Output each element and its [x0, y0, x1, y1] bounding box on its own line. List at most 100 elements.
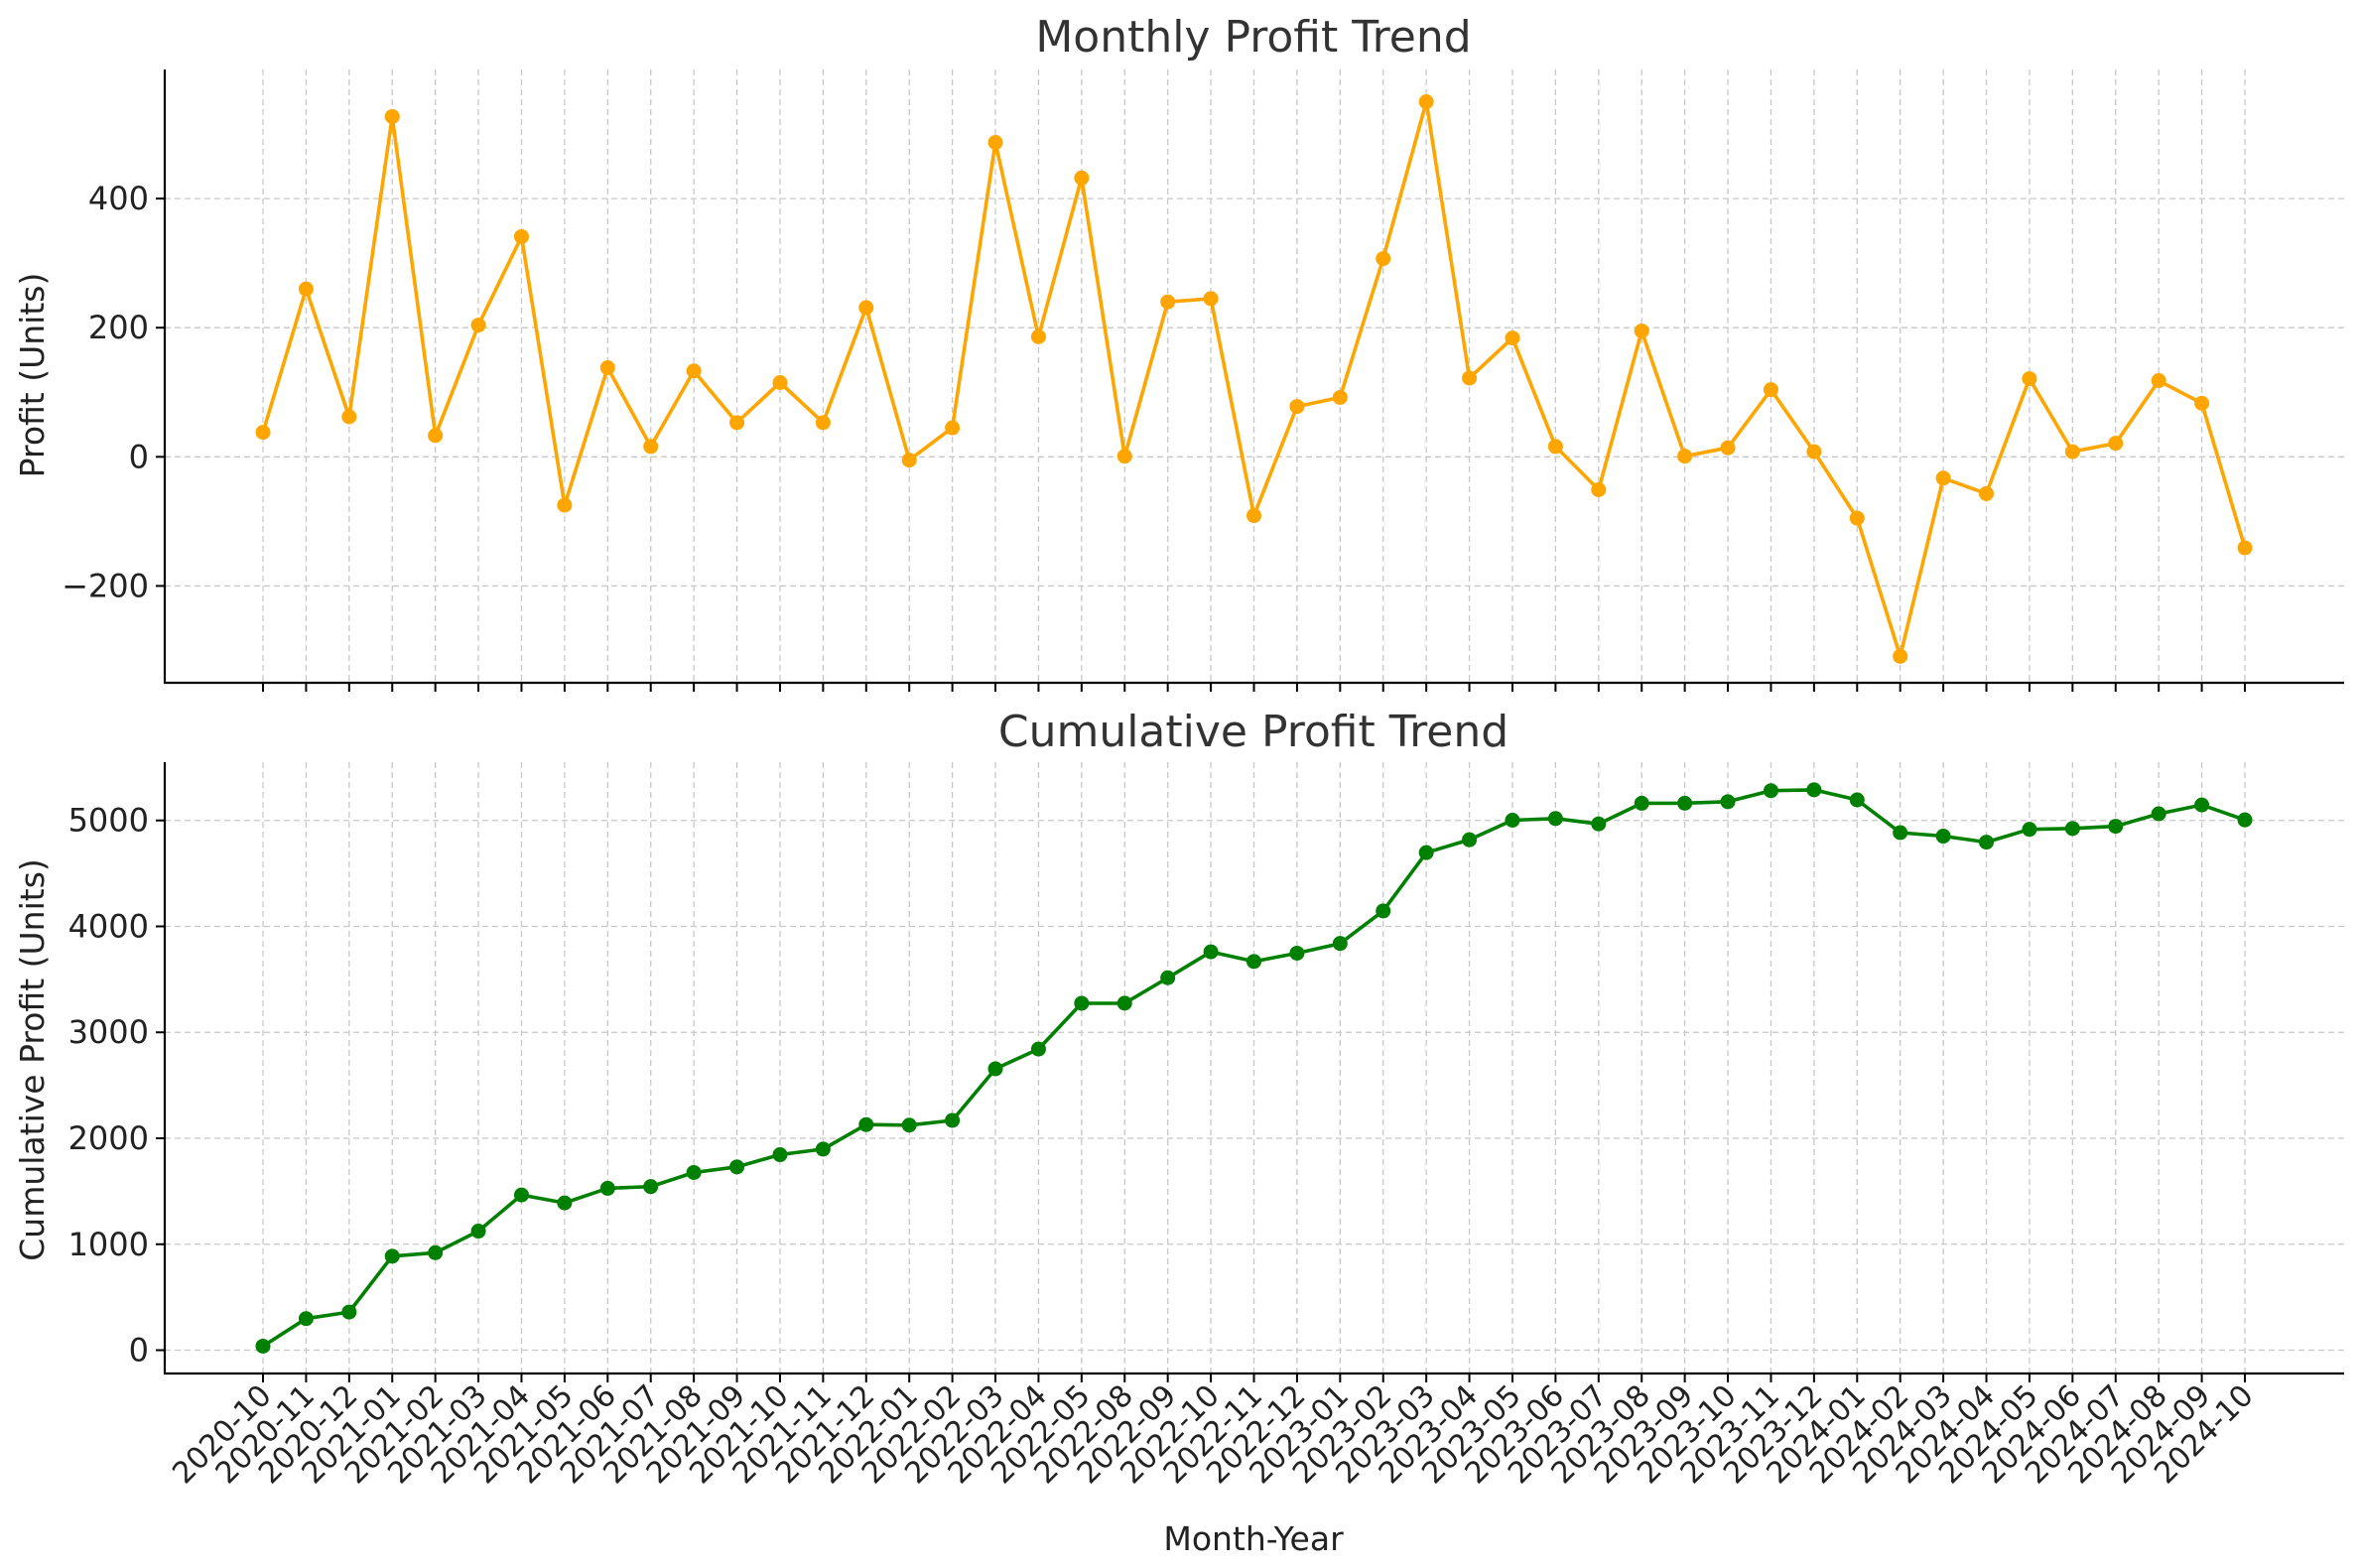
- cumulative-data-point: [1849, 792, 1865, 808]
- monthly-profit-panel: Monthly Profit Trend Profit (Units) −200…: [13, 12, 2344, 692]
- cumulative-data-point: [1634, 795, 1649, 811]
- monthly-data-point: [1074, 170, 1090, 186]
- monthly-data-point: [1547, 439, 1563, 455]
- monthly-data-point: [2022, 371, 2037, 387]
- monthly-data-point: [1893, 648, 1908, 664]
- monthly-data-point: [1720, 440, 1736, 456]
- monthly-data-point: [557, 497, 573, 513]
- monthly-data-point: [2237, 540, 2253, 556]
- monthly-data-point: [428, 428, 444, 444]
- monthly-data-point: [729, 415, 745, 431]
- monthly-profit-axes: [163, 69, 2344, 685]
- cumulative-data-point: [1935, 829, 1951, 845]
- cumulative-data-point: [2151, 806, 2166, 822]
- monthly-data-point: [470, 318, 486, 333]
- cumulative-profit-axes: [163, 762, 2344, 1375]
- cumulative-data-point: [2237, 812, 2253, 828]
- cumulative-data-point: [901, 1117, 917, 1133]
- monthly-profit-title: Monthly Profit Trend: [1035, 12, 1471, 63]
- cumulative-data-point: [1505, 813, 1520, 829]
- monthly-data-point: [384, 108, 400, 124]
- cumulative-data-point: [815, 1141, 831, 1157]
- monthly-data-point: [1979, 485, 1995, 501]
- cumulative-ytick-label: 3000: [68, 1013, 149, 1051]
- cumulative-data-point: [858, 1116, 874, 1132]
- cumulative-data-point: [1074, 995, 1090, 1011]
- monthly-ytick-label: 400: [88, 180, 149, 217]
- cumulative-data-point: [2194, 797, 2210, 813]
- monthly-data-point: [1289, 399, 1305, 415]
- monthly-data-point: [2194, 395, 2210, 411]
- monthly-data-point: [858, 300, 874, 316]
- monthly-data-point: [987, 135, 1003, 151]
- cumulative-ytick-label: 2000: [68, 1119, 149, 1157]
- monthly-data-point: [901, 453, 917, 468]
- cumulative-data-point: [2108, 819, 2124, 835]
- monthly-profit-ylabel: Profit (Units): [13, 273, 52, 478]
- cumulative-data-point: [1763, 783, 1778, 799]
- cumulative-data-point: [1979, 835, 1995, 850]
- cumulative-data-point: [513, 1187, 529, 1203]
- cumulative-data-point: [1591, 816, 1607, 832]
- monthly-data-point: [1806, 444, 1822, 459]
- cumulative-data-point: [729, 1159, 745, 1175]
- monthly-data-point: [298, 281, 314, 297]
- monthly-data-point: [341, 409, 357, 425]
- monthly-data-point: [1849, 510, 1865, 526]
- monthly-data-point: [1376, 251, 1391, 267]
- cumulative-data-point: [470, 1224, 486, 1240]
- cumulative-data-point: [1246, 954, 1261, 970]
- cumulative-data-point: [1332, 936, 1348, 952]
- cumulative-data-point: [1376, 903, 1391, 919]
- cumulative-ytick-label: 0: [129, 1332, 149, 1370]
- cumulative-data-point: [945, 1112, 961, 1128]
- cumulative-data-point: [1677, 795, 1693, 811]
- monthly-ytick-label: 200: [88, 309, 149, 346]
- cumulative-data-point: [298, 1311, 314, 1327]
- monthly-data-point: [945, 420, 961, 436]
- monthly-data-point: [1418, 94, 1434, 110]
- cumulative-data-point: [1893, 825, 1908, 841]
- cumulative-data-point: [1462, 832, 1478, 848]
- cumulative-data-point: [1547, 811, 1563, 827]
- cumulative-data-point: [686, 1164, 702, 1180]
- cumulative-ytick-label: 1000: [68, 1226, 149, 1263]
- monthly-data-point: [1030, 328, 1046, 344]
- cumulative-data-point: [2064, 821, 2080, 837]
- cumulative-ytick-label: 4000: [68, 907, 149, 945]
- monthly-data-point: [643, 439, 659, 455]
- cumulative-data-point: [1418, 845, 1434, 860]
- monthly-data-point: [1505, 330, 1520, 346]
- monthly-data-point: [255, 425, 271, 441]
- cumulative-data-point: [1160, 970, 1176, 985]
- monthly-data-point: [1160, 294, 1176, 310]
- monthly-data-point: [2064, 444, 2080, 459]
- cumulative-profit-panel: Cumulative Profit Trend Cumulative Profi…: [13, 707, 2344, 1491]
- cumulative-data-point: [599, 1180, 615, 1196]
- monthly-data-point: [1935, 470, 1951, 486]
- monthly-ytick-label: −200: [62, 567, 149, 604]
- monthly-data-point: [1591, 481, 1607, 497]
- cumulative-data-point: [428, 1244, 444, 1260]
- monthly-data-point: [772, 375, 788, 391]
- monthly-data-point: [1246, 508, 1261, 524]
- cumulative-data-point: [1720, 794, 1736, 810]
- monthly-data-point: [2108, 436, 2124, 452]
- monthly-data-point: [513, 228, 529, 244]
- monthly-data-point: [686, 363, 702, 379]
- cumulative-profit-ylabel: Cumulative Profit (Units): [13, 858, 52, 1261]
- monthly-data-point: [815, 415, 831, 431]
- cumulative-data-point: [2022, 822, 2037, 838]
- monthly-ytick-label: 0: [129, 438, 149, 475]
- cumulative-data-point: [1030, 1041, 1046, 1057]
- monthly-data-point: [1634, 323, 1649, 338]
- monthly-data-point: [599, 360, 615, 376]
- monthly-data-point: [2151, 373, 2166, 389]
- cumulative-data-point: [255, 1338, 271, 1354]
- monthly-data-point: [1332, 389, 1348, 405]
- monthly-data-point: [1763, 382, 1778, 398]
- monthly-data-point: [1677, 449, 1693, 464]
- cumulative-data-point: [643, 1179, 659, 1195]
- cumulative-data-point: [557, 1195, 573, 1211]
